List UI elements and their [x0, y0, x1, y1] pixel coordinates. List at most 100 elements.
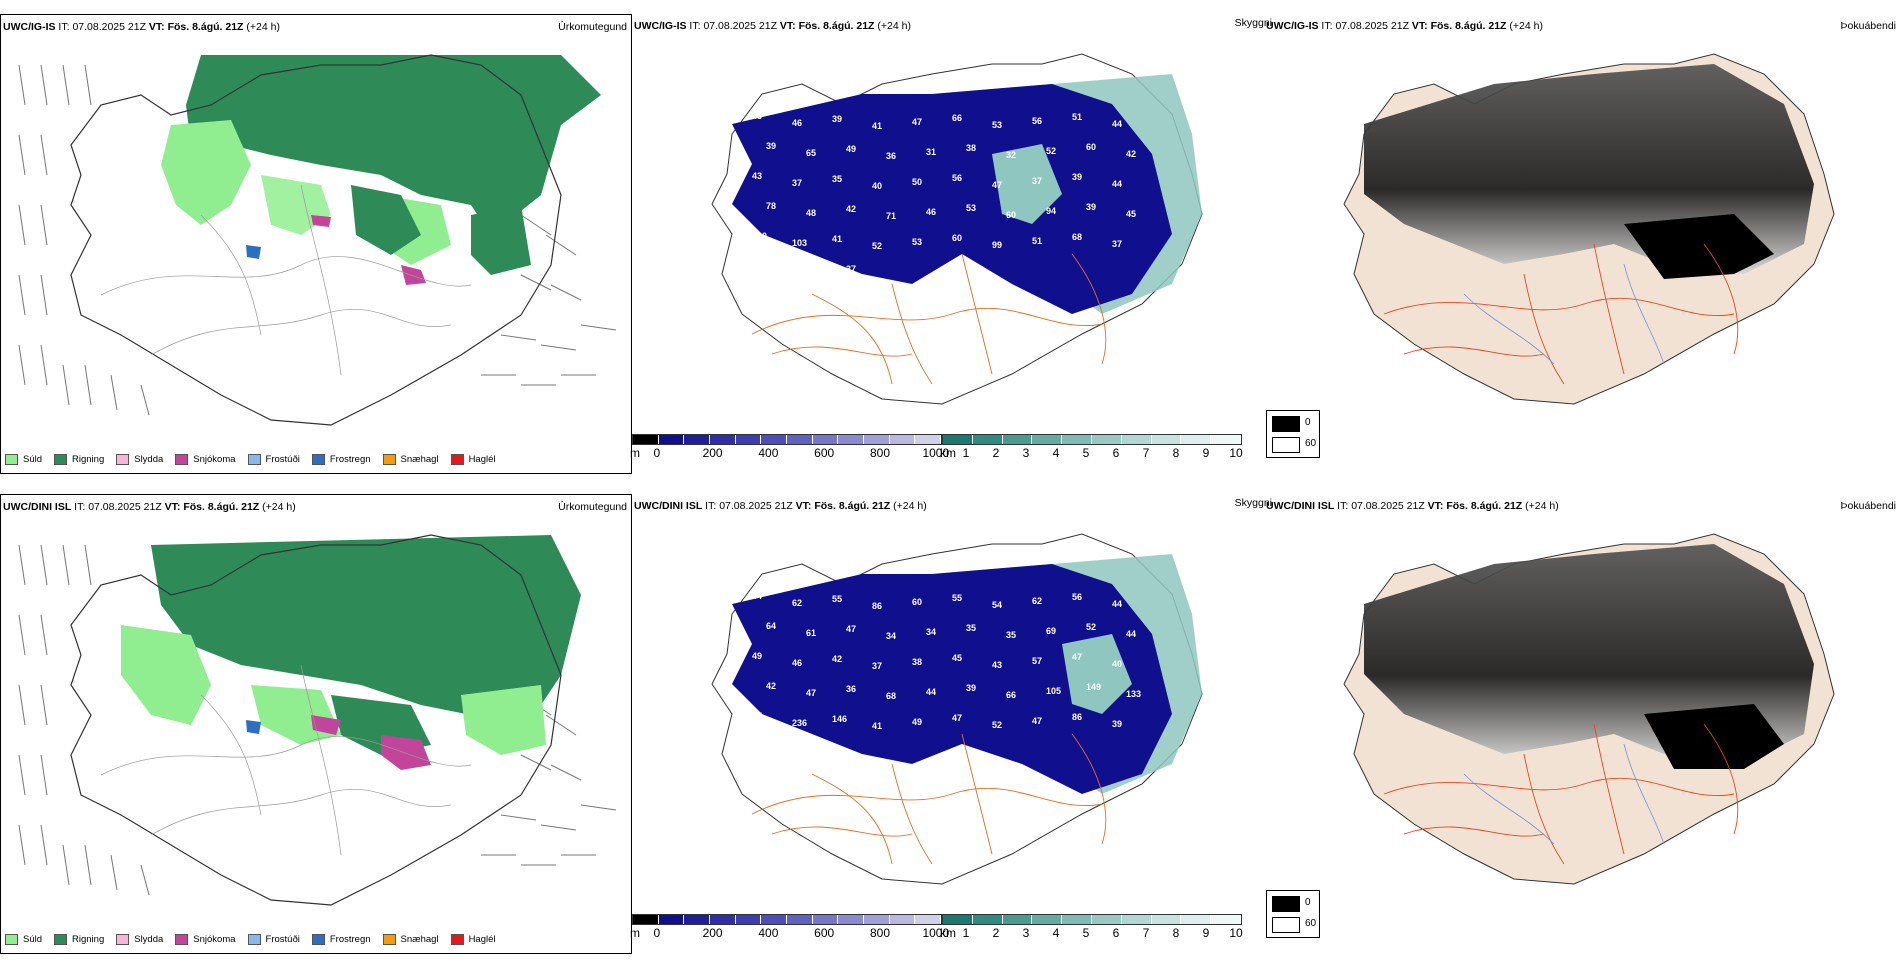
legend-swatch [382, 934, 396, 945]
colorbar-tick-label: 9 [1202, 926, 1210, 940]
ceiling-value-label: 65 [806, 148, 816, 158]
colorbar-tick-label: 2 [992, 926, 1000, 940]
legend-swatch [54, 934, 68, 945]
cloud-map: 44 62 55 86 60 55 54 62 56 44 64 61 47 34 34 35 35 69 52 44… [711, 533, 1203, 885]
ceiling-value-label: 41 [872, 121, 882, 131]
colorbar-segment [1002, 915, 1033, 924]
ceiling-value-label: 86 [1072, 712, 1082, 722]
ceiling-value-label: 55 [832, 594, 842, 604]
ceiling-value-label: 56 [766, 261, 776, 271]
ceiling-area [732, 564, 1172, 794]
legend-item: Frostúði [247, 454, 300, 465]
legend-item: Súld [5, 934, 42, 945]
colorbar-tick-label: 7 [1142, 926, 1150, 940]
colorbar-segment [972, 915, 1003, 924]
colorbar-segment [972, 435, 1003, 444]
ceiling-value-label: 52 [872, 241, 882, 251]
ceiling-value-label: 42 [846, 204, 856, 214]
cloud-visibility-panel[interactable]: UWC/DINI ISL IT: 07.08.2025 21Z VT: Fös.… [630, 494, 1272, 954]
colorbar-tick-label: 600 [814, 926, 835, 940]
colorbar-tick-label: 1 [962, 926, 970, 940]
colorbar-segment [787, 915, 813, 924]
fog-legend-label: 0 [1305, 897, 1311, 908]
colorbar-segment [812, 915, 839, 924]
colorbar-segment [735, 915, 762, 924]
precip-legend: Súld Rigning Slydda Snjókoma Frostúði Fr… [5, 934, 496, 945]
ceiling-value-label: 37 [1112, 239, 1122, 249]
ceiling-value-label: 52 [992, 720, 1002, 730]
legend-item: Rigning [54, 454, 104, 465]
panel-title: Úrkomutegund [558, 21, 627, 33]
colorbar-segment [864, 915, 890, 924]
ceiling-value-label: 45 [952, 653, 962, 663]
precip-map [18, 534, 617, 906]
ceiling-value-label: 38 [966, 143, 976, 153]
legend-swatch [450, 454, 464, 465]
fog-legend-label: 0 [1305, 417, 1311, 428]
colorbar-segment [761, 915, 788, 924]
precip-type-panel[interactable]: UWC/DINI ISL IT: 07.08.2025 21Z VT: Fös.… [0, 494, 632, 954]
wind-barbs [18, 544, 617, 896]
colorbar-bar [942, 434, 1242, 445]
ceiling-value-label: 61 [806, 628, 816, 638]
fog-area [1624, 214, 1774, 279]
legend-swatch [175, 934, 189, 945]
colorbar-tick-label: 6 [1112, 926, 1120, 940]
fog-legend-label: 60 [1305, 438, 1317, 449]
colorbar-segment [1121, 915, 1152, 924]
ceiling-value-label: 51 [1072, 112, 1082, 122]
ceiling-value-label: 47 [1072, 652, 1082, 662]
panel-title: Skyggni [1234, 497, 1272, 509]
colorbar-tick-label: 5 [1082, 446, 1090, 460]
colorbar-tick-label: 0 [653, 926, 661, 940]
colorbar-tick-label: 9 [1202, 446, 1210, 460]
legend-item: Frostregn [311, 454, 371, 465]
colorbar-segment [1091, 915, 1122, 924]
road-lines [751, 253, 1107, 385]
legend-swatch [116, 934, 130, 945]
ceiling-value-label: 42 [766, 681, 776, 691]
ceiling-value-label: 46 [806, 268, 816, 278]
ceiling-value-label: 52 [1046, 146, 1056, 156]
panel-header: UWC/IG-IS IT: 07.08.2025 21Z VT: Fös. 8.… [1266, 20, 1543, 32]
panel-header: UWC/DINI ISL IT: 07.08.2025 21Z VT: Fös.… [634, 500, 927, 512]
fog-map [1343, 533, 1835, 885]
colorbar-tick-label: 6 [1112, 446, 1120, 460]
road-lines [1383, 723, 1739, 865]
ceiling-value-label: 51 [1032, 236, 1042, 246]
colorbar-ticks: 0 200 400 600 800 1000 [632, 446, 949, 460]
legend-swatch [247, 454, 261, 465]
ceiling-value-label: 35 [1006, 630, 1016, 640]
ceiling-value-label: 180 [752, 231, 767, 241]
legend-item: Snjókoma [175, 934, 236, 945]
legend-item: Frostregn [311, 934, 371, 945]
legend-item: Slydda [116, 454, 163, 465]
ceiling-value-label: 78 [766, 201, 776, 211]
colorbar-ticks: 1 2 3 4 5 6 7 8 9 10 [942, 446, 1243, 460]
ceiling-value-label: 97 [752, 711, 762, 721]
colorbar-segment [1151, 435, 1182, 444]
ceiling-value-label: 53 [992, 120, 1002, 130]
ceiling-value-label: 44 [752, 591, 762, 601]
cloud-visibility-panel[interactable]: UWC/IG-IS IT: 07.08.2025 21Z VT: Fös. 8.… [630, 14, 1272, 474]
ceiling-value-label: 41 [872, 721, 882, 731]
ceiling-value-label: 31 [926, 147, 936, 157]
ceiling-value-label: 34 [886, 631, 896, 641]
fog-index-panel[interactable]: UWC/DINI ISL IT: 07.08.2025 21Z VT: Fös.… [1264, 494, 1900, 954]
precip-type-panel[interactable]: UWC/IG-IS IT: 07.08.2025 21Z VT: Fös. 8.… [0, 14, 632, 474]
colorbar-segment [633, 435, 659, 444]
fog-index-panel[interactable]: UWC/IG-IS IT: 07.08.2025 21Z VT: Fös. 8.… [1264, 14, 1900, 474]
fog-legend: 0 60 [1266, 890, 1320, 938]
ceiling-value-label: 46 [792, 658, 802, 668]
ceiling-value-label: 236 [792, 718, 807, 728]
colorbar-tick-label: 800 [869, 926, 891, 940]
colorbar-segment [1032, 915, 1063, 924]
panel-title: Úrkomutegund [558, 501, 627, 513]
ceiling-value-label: 56 [1032, 116, 1042, 126]
ceiling-value-label: 105 [1046, 686, 1061, 696]
ceiling-value-label: 42 [832, 654, 842, 664]
legend-swatch [5, 934, 18, 945]
ceiling-value-label: 60 [952, 233, 962, 243]
ceiling-value-label: 47 [806, 688, 816, 698]
colorbar-ticks: 1 2 3 4 5 6 7 8 9 10 [942, 926, 1243, 940]
